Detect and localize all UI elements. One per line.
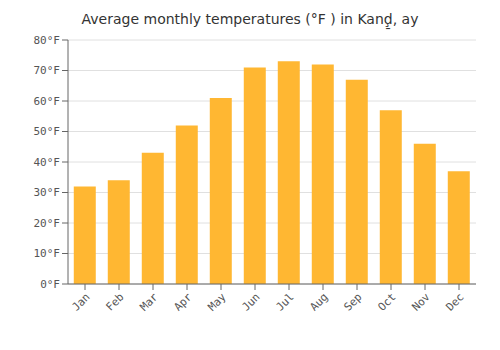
svg-text:Dec: Dec bbox=[443, 290, 466, 313]
svg-text:Nov: Nov bbox=[409, 290, 433, 314]
svg-text:Oct: Oct bbox=[375, 290, 398, 313]
svg-text:Aug: Aug bbox=[307, 290, 330, 313]
svg-text:50°F: 50°F bbox=[34, 125, 61, 138]
svg-text:Mar: Mar bbox=[137, 290, 161, 314]
svg-text:May: May bbox=[205, 290, 229, 314]
svg-text:40°F: 40°F bbox=[34, 156, 61, 169]
svg-text:Apr: Apr bbox=[171, 290, 195, 314]
svg-text:Jun: Jun bbox=[239, 290, 262, 313]
svg-text:Sep: Sep bbox=[341, 290, 364, 313]
svg-text:Jan: Jan bbox=[69, 290, 92, 313]
svg-text:Jul: Jul bbox=[273, 290, 296, 313]
svg-text:0°F: 0°F bbox=[40, 278, 60, 291]
svg-text:70°F: 70°F bbox=[34, 64, 61, 77]
svg-text:20°F: 20°F bbox=[34, 217, 61, 230]
svg-text:10°F: 10°F bbox=[34, 247, 61, 260]
svg-text:30°F: 30°F bbox=[34, 186, 61, 199]
svg-text:Feb: Feb bbox=[103, 290, 126, 313]
svg-text:80°F: 80°F bbox=[34, 34, 61, 47]
html-text:Average monthly temperatures (: Average monthly temperatures (°F ) in Ka… bbox=[81, 11, 419, 27]
svg-text:60°F: 60°F bbox=[34, 95, 61, 108]
